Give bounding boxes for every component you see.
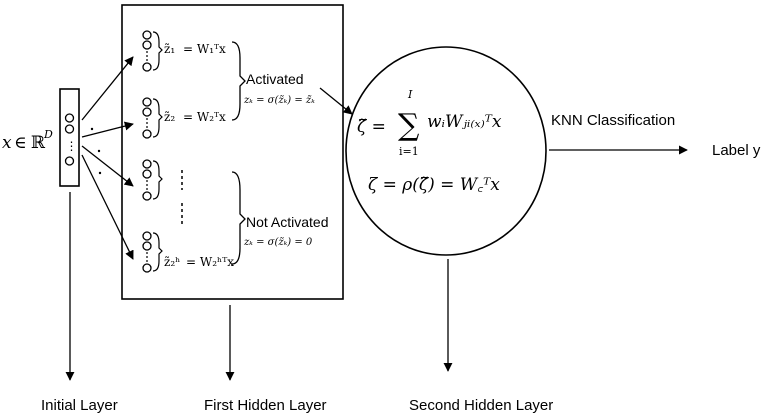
- input-var: x: [2, 133, 12, 153]
- output-label: Label y: [712, 142, 761, 159]
- dot: [97, 149, 101, 153]
- eq-group2-lhs: z̃₂: [164, 110, 175, 124]
- sum-lower-limit: i=1: [399, 145, 419, 158]
- dot: [98, 171, 102, 175]
- not-activated-label: Not Activated: [246, 214, 329, 230]
- first-hidden-layer-box: [121, 4, 344, 300]
- activated-label: Activated: [246, 71, 304, 87]
- arrow-first-to-second: [319, 87, 353, 115]
- sum-upper-limit: I: [407, 88, 413, 101]
- input-node: [64, 124, 75, 134]
- arrow-input-to-group3: [81, 145, 134, 187]
- not-activated-formula: zₖ = σ(z̃ₖ) = 0: [243, 237, 313, 248]
- sum-symbol: ∑: [398, 108, 420, 143]
- eq-group2-rhs: = W₂ᵀx: [183, 110, 226, 124]
- second-hidden-layer-label: Second Hidden Layer: [409, 397, 553, 414]
- input-vector-label: x ∈ ℝ D: [2, 128, 53, 153]
- eq-group1-lhs: z̃₁: [164, 42, 175, 56]
- arrow-input-to-group2: [81, 121, 134, 138]
- zeta-tilde-lhs: ζ̃ =: [357, 117, 386, 137]
- initial-layer-label: Initial Layer: [41, 397, 118, 414]
- input-dim-superscript: D: [43, 128, 53, 141]
- second-hidden-layer-circle: [345, 46, 547, 256]
- input-layer-box: ⋮: [59, 88, 80, 187]
- input-ellipsis: ⋮: [66, 139, 78, 153]
- first-hidden-layer-label: First Hidden Layer: [204, 397, 327, 414]
- zeta-tilde-body: wᵢWⱼᵢ₍ₓ₎ᵀx: [427, 112, 502, 132]
- neuron-group-2: [142, 97, 163, 139]
- input-real-set: ℝ: [31, 133, 46, 153]
- zeta-equation: ζ = ρ(ζ̃) = W꜀ᵀx: [368, 175, 500, 195]
- not-activated-brace: [231, 171, 246, 265]
- activated-formula: zₖ = σ(z̃ₖ) = z̃ₖ: [243, 95, 315, 106]
- input-element-of: ∈: [14, 133, 27, 153]
- eq-group4-lhs: z̃₂ʰ: [164, 255, 180, 269]
- activated-brace: [231, 41, 246, 121]
- dot: [90, 127, 94, 131]
- neuron-group-3: [142, 159, 163, 201]
- input-node: [64, 113, 75, 123]
- eq-group4-rhs: = W₂ʰᵀx: [186, 255, 234, 269]
- arrow-input-to-group1: [81, 56, 134, 121]
- neuron-group-4: [142, 231, 163, 273]
- arrow-input-to-group4: [81, 154, 134, 260]
- input-node: [64, 156, 75, 166]
- knn-classification-label: KNN Classification: [551, 112, 675, 129]
- neuron-group-1: [142, 30, 163, 72]
- eq-group1-rhs: = W₁ᵀx: [183, 42, 226, 56]
